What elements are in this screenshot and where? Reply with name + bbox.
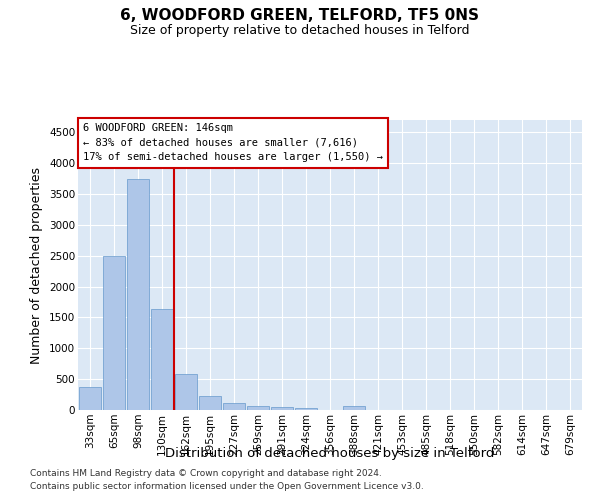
Bar (247, 406, 269, 410)
Bar (343, 406, 365, 410)
Bar (199, 396, 221, 410)
Text: Size of property relative to detached houses in Telford: Size of property relative to detached ho… (130, 24, 470, 37)
Bar (175, 374, 197, 410)
Text: 6 WOODFORD GREEN: 146sqm
← 83% of detached houses are smaller (7,616)
17% of sem: 6 WOODFORD GREEN: 146sqm ← 83% of detach… (83, 123, 383, 162)
Bar (127, 178, 149, 410)
Bar (295, 408, 317, 410)
Bar (79, 387, 101, 410)
Bar (271, 407, 293, 410)
Bar (103, 256, 125, 410)
Text: Distribution of detached houses by size in Telford: Distribution of detached houses by size … (166, 448, 494, 460)
Y-axis label: Number of detached properties: Number of detached properties (31, 166, 43, 364)
Text: Contains public sector information licensed under the Open Government Licence v3: Contains public sector information licen… (30, 482, 424, 491)
Bar (223, 403, 245, 410)
Bar (151, 309, 173, 410)
Text: 6, WOODFORD GREEN, TELFORD, TF5 0NS: 6, WOODFORD GREEN, TELFORD, TF5 0NS (121, 8, 479, 22)
Text: Contains HM Land Registry data © Crown copyright and database right 2024.: Contains HM Land Registry data © Crown c… (30, 468, 382, 477)
